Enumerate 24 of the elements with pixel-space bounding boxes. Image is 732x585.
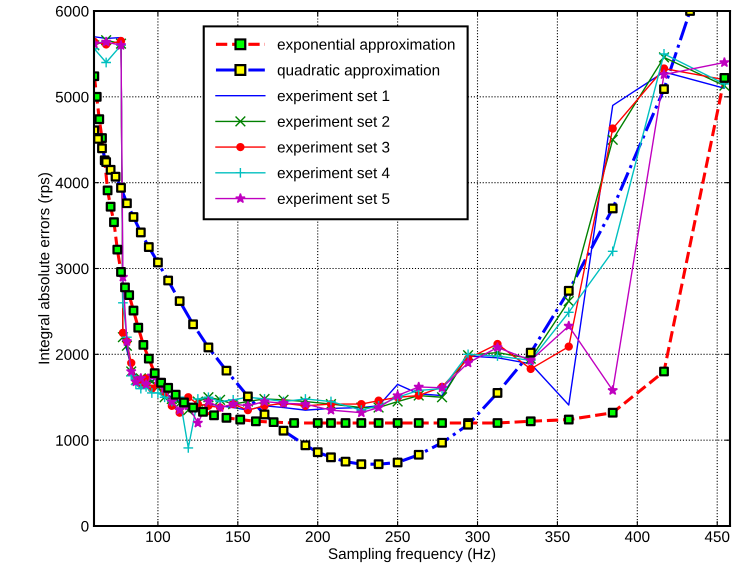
x-tick-label: 400 bbox=[624, 531, 650, 542]
x-tick-label: 350 bbox=[545, 531, 570, 542]
y-tick-label: 1000 bbox=[56, 435, 89, 446]
legend-label: exponential approximation bbox=[278, 38, 454, 53]
y-tick-label: 5000 bbox=[56, 92, 89, 103]
x-tick-label: 450 bbox=[704, 531, 730, 542]
x-tick-label: 250 bbox=[386, 531, 410, 542]
y-tick-label: 4000 bbox=[56, 178, 89, 188]
legend-label: experiment set 5 bbox=[278, 192, 390, 208]
x-tick-label: 150 bbox=[226, 531, 250, 542]
legend-label: quadratic approximation bbox=[278, 64, 440, 79]
legend-label: experiment set 1 bbox=[278, 90, 390, 104]
y-tick-label: 0 bbox=[81, 520, 89, 532]
legend-label: experiment set 2 bbox=[278, 116, 390, 130]
y-tick-label: 3000 bbox=[56, 263, 89, 274]
x-tick-label: 100 bbox=[146, 531, 170, 542]
y-tick-label: 6000 bbox=[56, 6, 89, 17]
legend-label: experiment set 3 bbox=[278, 141, 390, 156]
y-axis-title: Integral absolute errors (rps) bbox=[38, 173, 52, 364]
x-tick-label: 300 bbox=[465, 531, 490, 542]
y-tick-label: 2000 bbox=[56, 349, 89, 360]
x-axis-title: Sampling frequency (Hz) bbox=[328, 548, 496, 562]
legend-label: experiment set 4 bbox=[278, 167, 390, 182]
x-tick-label: 200 bbox=[306, 531, 330, 542]
